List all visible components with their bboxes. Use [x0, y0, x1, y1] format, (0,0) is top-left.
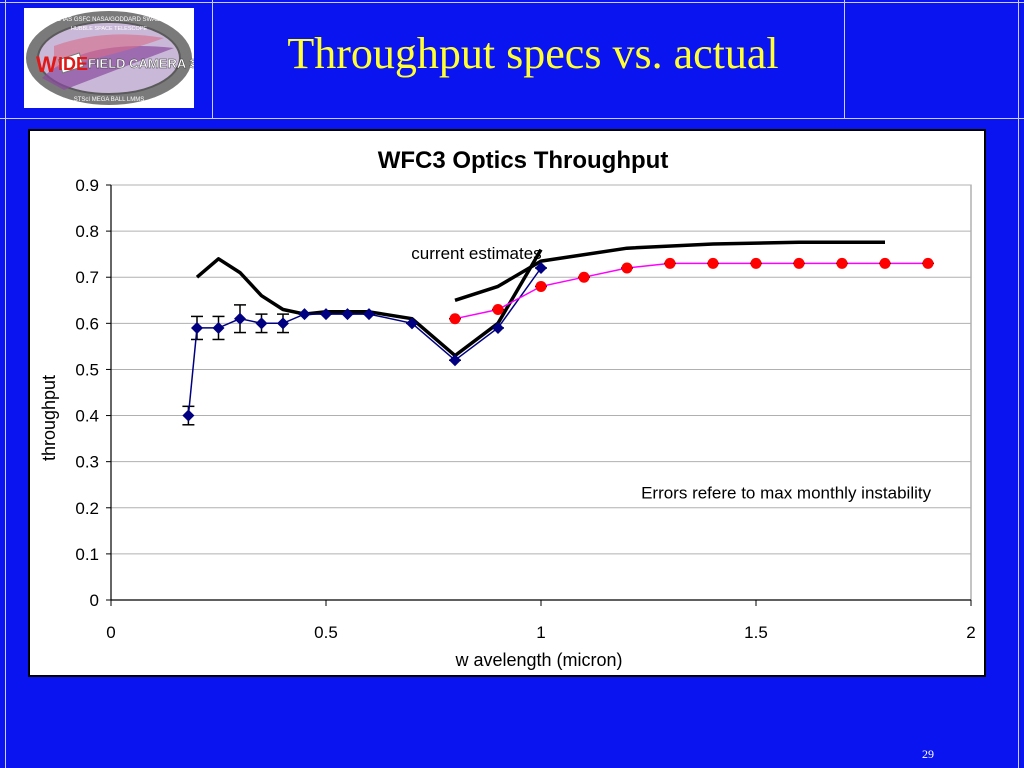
red-series-line	[454, 262, 928, 320]
y-tick-label: 0.2	[75, 499, 99, 518]
slide-title: Throughput specs vs. actual	[287, 29, 779, 78]
measured-point	[492, 321, 504, 334]
measured-point	[341, 308, 354, 321]
red-series-point	[836, 257, 848, 269]
svg-text:W: W	[36, 52, 57, 77]
frame-line-right	[1018, 0, 1019, 768]
red-series-point	[922, 257, 934, 269]
svg-text:JPL IAS GSFC NASA/GODDARD: JPL IAS GSFC NASA/GODDARD SWALES	[51, 17, 168, 23]
x-axis-label: w avelength (micron)	[454, 650, 622, 670]
measured-point	[234, 312, 246, 325]
y-tick-label: 0.7	[75, 268, 99, 287]
red-series-point	[664, 257, 676, 269]
y-tick-label: 0.9	[75, 176, 99, 195]
red-series-point	[793, 257, 805, 269]
x-tick-label: 0	[106, 623, 115, 642]
svg-text:HUBBLE SPACE TELESCOPE: HUBBLE SPACE TELESCOPE	[71, 26, 148, 32]
measured-point	[212, 321, 225, 334]
y-tick-label: 0.3	[75, 453, 99, 472]
frame-line-header	[0, 118, 1024, 119]
chart-panel: WFC3 Optics Throughput throughput w avel…	[28, 129, 986, 677]
measured-point	[255, 317, 268, 330]
red-series-point	[707, 257, 719, 269]
red-series-point	[535, 280, 547, 292]
x-tick-label: 1	[536, 623, 545, 642]
wfc3-logo: W IDE FIELD CAMERA 3 JPL IAS GSFC NASA/G…	[24, 8, 197, 108]
measured-point	[535, 262, 547, 274]
measured-point	[182, 409, 195, 422]
wfc3-logo-icon: W IDE FIELD CAMERA 3 JPL IAS GSFC NASA/G…	[26, 11, 197, 105]
measured-point	[298, 308, 311, 321]
frame-line-left	[5, 0, 6, 768]
red-series-point	[578, 271, 590, 283]
red-series-point	[879, 257, 891, 269]
annotation-0: current estimates	[411, 244, 541, 263]
y-tick-label: 0.8	[75, 222, 99, 241]
svg-text:IDE: IDE	[58, 54, 88, 74]
red-series-point	[492, 304, 504, 315]
throughput-chart: WFC3 Optics Throughput throughput w avel…	[39, 147, 976, 670]
x-tick-label: 1.5	[744, 623, 768, 642]
svg-text:FIELD CAMERA 3: FIELD CAMERA 3	[88, 56, 194, 71]
y-tick-label: 0.1	[75, 545, 99, 564]
frame-line-title-right	[844, 0, 845, 118]
estimate-line-0	[195, 248, 543, 358]
x-tick-label: 2	[966, 623, 975, 642]
annotation-1: Errors refere to max monthly instability	[641, 484, 932, 503]
chart-title: WFC3 Optics Throughput	[378, 147, 669, 174]
y-tick-label: 0.4	[75, 407, 99, 426]
estimate-line-1	[454, 240, 885, 302]
y-axis-label: throughput	[39, 375, 59, 461]
y-tick-label: 0.6	[75, 314, 99, 333]
measured-point	[363, 308, 375, 321]
red-series-point	[750, 257, 762, 269]
y-tick-label: 0	[90, 591, 99, 610]
page-number: 29	[922, 747, 934, 761]
frame-line-logo	[212, 0, 213, 118]
measured-point	[320, 308, 332, 321]
measured-point	[191, 321, 203, 334]
frame-line-top	[0, 2, 1024, 3]
y-tick-label: 0.5	[75, 360, 99, 379]
svg-text:STScI MEGA BALL LMMS: STScI MEGA BALL LMMS	[74, 97, 144, 103]
measured-point	[449, 354, 461, 367]
red-series-point	[449, 313, 461, 325]
x-tick-label: 0.5	[314, 623, 338, 642]
red-series-point	[621, 262, 633, 274]
measured-point	[277, 317, 289, 330]
measured-point	[406, 317, 418, 330]
